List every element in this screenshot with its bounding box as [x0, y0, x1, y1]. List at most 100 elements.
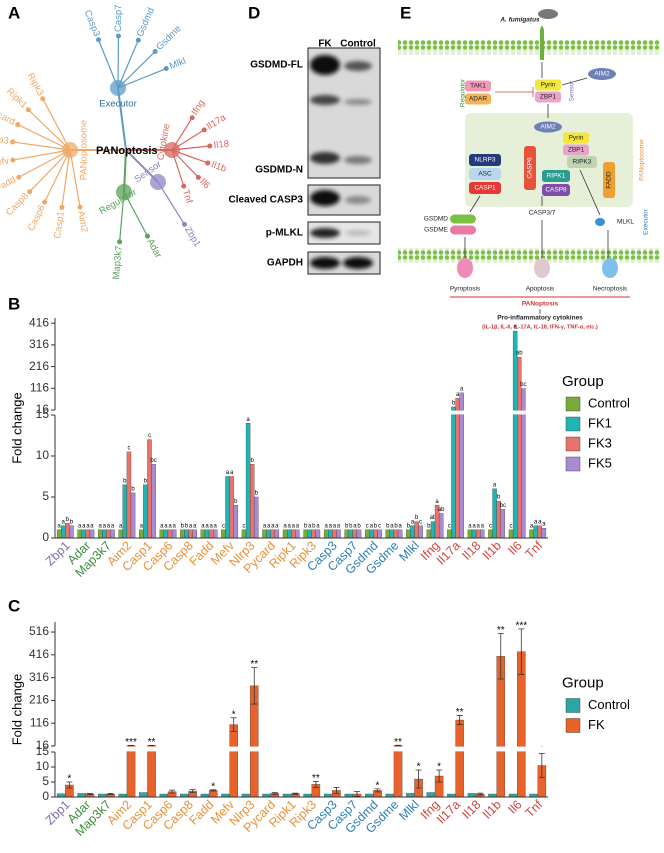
significance-star: **	[148, 737, 156, 748]
gene-label: Casp3	[82, 9, 102, 39]
significance-letter: a	[398, 523, 402, 529]
gene-label: Gsdme	[154, 23, 184, 52]
bar	[119, 530, 123, 538]
significance-letter: c	[378, 523, 381, 529]
significance-star: **	[250, 659, 258, 670]
leaf-node	[181, 184, 186, 189]
pore	[534, 258, 550, 278]
bar	[213, 530, 217, 538]
bar	[242, 530, 246, 538]
y-tick-label: 216	[29, 359, 49, 373]
bar	[246, 423, 250, 538]
bar	[501, 509, 505, 538]
significance-letter: a	[296, 523, 300, 529]
node-label: CASP8	[545, 187, 567, 194]
bar	[509, 530, 513, 538]
y-tick-label: 5	[42, 774, 49, 788]
leaf-node	[182, 222, 187, 227]
node-label: CASP6	[527, 157, 534, 179]
axis-break	[49, 747, 548, 752]
bar	[82, 530, 86, 538]
legend-label: FK5	[588, 455, 612, 470]
x-tick-label: Tnf	[523, 797, 546, 820]
legend-label: Control	[588, 697, 630, 712]
y-tick-label: 16	[36, 402, 50, 416]
membrane	[398, 40, 660, 55]
leaf-node	[153, 49, 158, 54]
leaf-node	[136, 38, 141, 43]
side-label: PANoptosome	[639, 139, 646, 181]
legend-label: FK1	[588, 415, 612, 430]
band-label: GSDMD-N	[255, 165, 303, 176]
significance-letter: a	[460, 386, 464, 392]
node-label: PANoptosis	[522, 301, 559, 308]
bar	[86, 530, 90, 538]
fungus-icon	[538, 9, 558, 19]
gene-label: Fadd	[0, 174, 18, 194]
significance-star: ***	[125, 737, 137, 748]
bar	[410, 526, 414, 538]
bar	[221, 530, 225, 538]
node-label: FADD	[606, 171, 613, 189]
leaf-node	[190, 115, 195, 120]
bar	[324, 530, 328, 538]
pore	[457, 258, 473, 278]
bar	[90, 530, 94, 538]
bar	[513, 331, 517, 538]
bar	[275, 530, 279, 538]
center-label: PANoptosis	[96, 145, 158, 157]
significance-star: *	[211, 781, 215, 792]
bar	[328, 530, 332, 538]
leaf-edge	[28, 110, 70, 150]
significance-letter: b	[144, 478, 148, 484]
significance-star: *	[417, 762, 421, 773]
node-label: Pro-inflammatory cytokines	[497, 315, 583, 322]
receptor	[540, 26, 544, 60]
bar	[439, 513, 443, 538]
node-label: RIPK3	[573, 159, 592, 166]
significance-letter: ab	[438, 507, 445, 513]
leaf-node	[78, 205, 83, 210]
panel-label: C	[8, 596, 20, 615]
bar	[164, 530, 168, 538]
branch	[118, 88, 126, 150]
significance-letter: c	[366, 523, 369, 529]
gene-label: Mefv	[0, 155, 10, 169]
x-tick-label: Il1b	[480, 798, 504, 822]
bar	[460, 393, 464, 538]
bar	[427, 793, 435, 798]
x-tick-label: Mlkl	[396, 539, 422, 565]
legend-swatch	[566, 457, 580, 471]
leaf-node	[164, 66, 169, 71]
band-label: GSDMD-FL	[250, 60, 303, 71]
node-label: ZBP1	[540, 94, 557, 101]
leaf-node	[196, 175, 201, 180]
significance-letter: a	[493, 482, 497, 488]
bar	[139, 793, 147, 798]
leaf-node	[202, 127, 207, 132]
gene-label: Il18	[213, 139, 229, 152]
bar	[267, 530, 271, 538]
bar	[131, 493, 135, 538]
node-label: Pyrin	[569, 135, 584, 142]
significance-letter: c	[510, 523, 513, 529]
bar	[332, 530, 336, 538]
bar	[456, 398, 460, 538]
leaf-node	[40, 96, 45, 101]
pore	[602, 258, 618, 278]
node-label: (IL-1β, IL-6, IL-17A, IL-18, IFN-γ, TNF-…	[482, 324, 598, 330]
y-tick-label: 316	[29, 670, 49, 684]
bar	[456, 720, 464, 797]
bar	[57, 530, 61, 538]
bar	[209, 530, 213, 538]
bar	[172, 530, 176, 538]
bar	[530, 530, 534, 538]
significance-letter: a	[119, 523, 123, 529]
node-label: ADAR	[469, 96, 487, 103]
bar	[336, 530, 340, 538]
y-tick-label: 416	[29, 647, 49, 661]
axis-break	[49, 411, 548, 415]
legend-swatch	[566, 699, 580, 713]
bar	[184, 530, 188, 538]
